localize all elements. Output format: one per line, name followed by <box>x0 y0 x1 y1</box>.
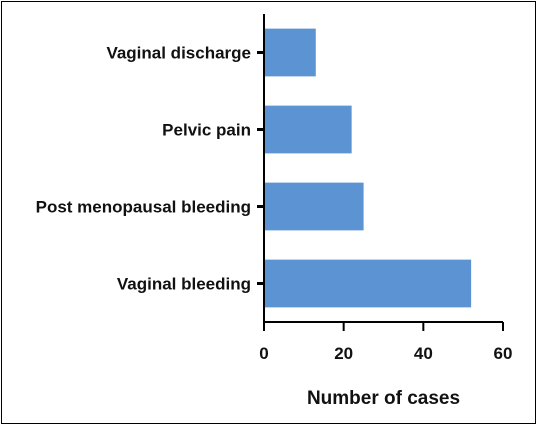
x-axis-ticks: 0 20 40 60 <box>259 322 512 363</box>
category-label: Vaginal bleeding <box>117 275 251 294</box>
bars-group <box>264 28 472 308</box>
category-label: Pelvic pain <box>162 121 251 140</box>
x-tick-label: 40 <box>414 344 433 363</box>
category-label: Vaginal discharge <box>106 44 251 63</box>
bar-pelvic-pain <box>264 105 352 154</box>
category-label: Post menopausal bleeding <box>36 198 251 217</box>
bar-post-menopausal-bleeding <box>264 182 364 231</box>
x-tick-label: 60 <box>494 344 513 363</box>
bar-vaginal-bleeding <box>264 259 472 308</box>
bar-vaginal-discharge <box>264 28 316 77</box>
x-tick-label: 0 <box>259 344 268 363</box>
x-axis-title: Number of cases <box>307 388 460 409</box>
category-labels: Vaginal discharge Pelvic pain Post menopau… <box>36 44 264 294</box>
x-tick-label: 20 <box>334 344 353 363</box>
